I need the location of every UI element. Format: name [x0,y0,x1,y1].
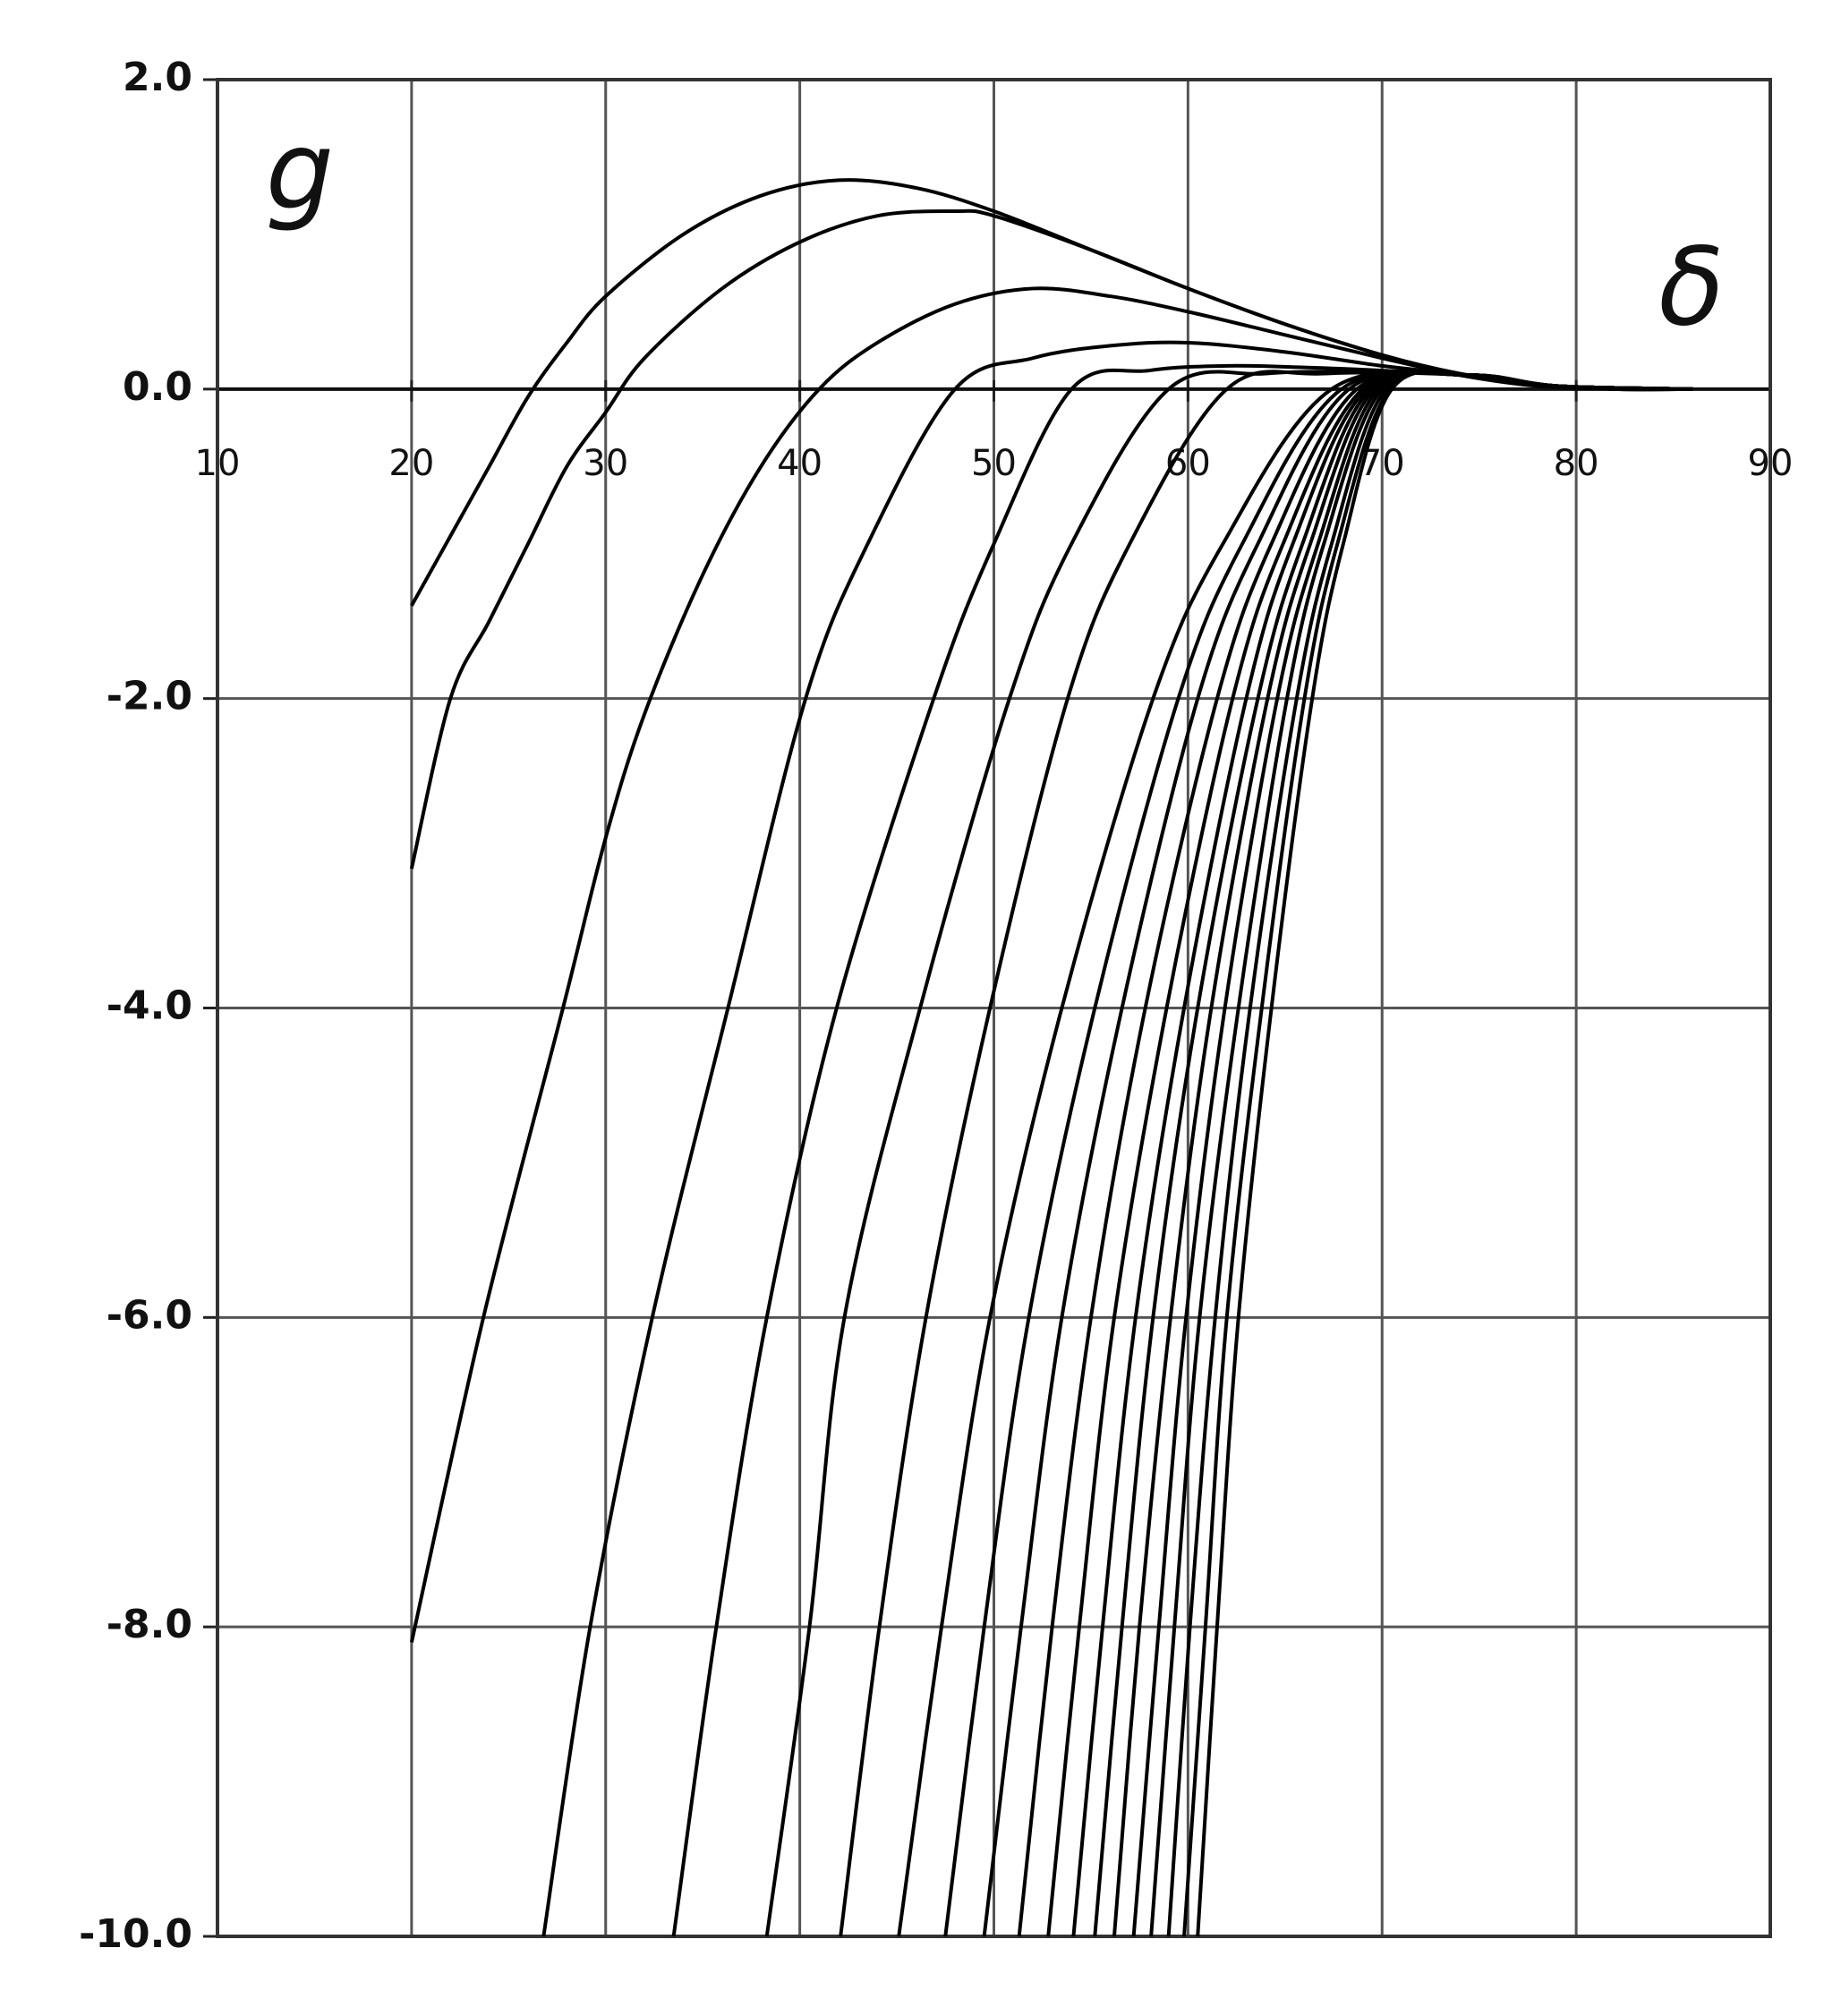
curve [1196,370,1693,1937]
x-tick-label: 80 [1554,443,1599,484]
y-tick-label: 0.0 [123,364,192,410]
y-tick-label: -10.0 [79,1911,192,1957]
curve [943,370,1693,1937]
y-axis-label: g [266,110,334,234]
curve [541,340,1693,1937]
curve [982,370,1693,1937]
y-tick-label: -8.0 [107,1602,192,1647]
curve [897,370,1693,1937]
y-tick-label: -4.0 [107,983,192,1029]
curve [409,286,1693,1643]
x-tick-label: 50 [971,443,1017,484]
curve [1166,370,1693,1937]
curve [410,178,1693,607]
x-tick-label: 40 [777,443,822,484]
y-tick-label: -2.0 [107,674,192,719]
y-tick-label: 2.0 [123,55,192,100]
curve [1017,370,1693,1937]
x-tick-label: 30 [583,443,628,484]
curve [409,208,1693,870]
curve [1046,370,1693,1937]
y-tick-label: -6.0 [107,1292,192,1338]
plot-frame [216,78,1772,1938]
x-axis-label: δ [1658,226,1724,351]
x-tick-label: 20 [388,443,434,484]
